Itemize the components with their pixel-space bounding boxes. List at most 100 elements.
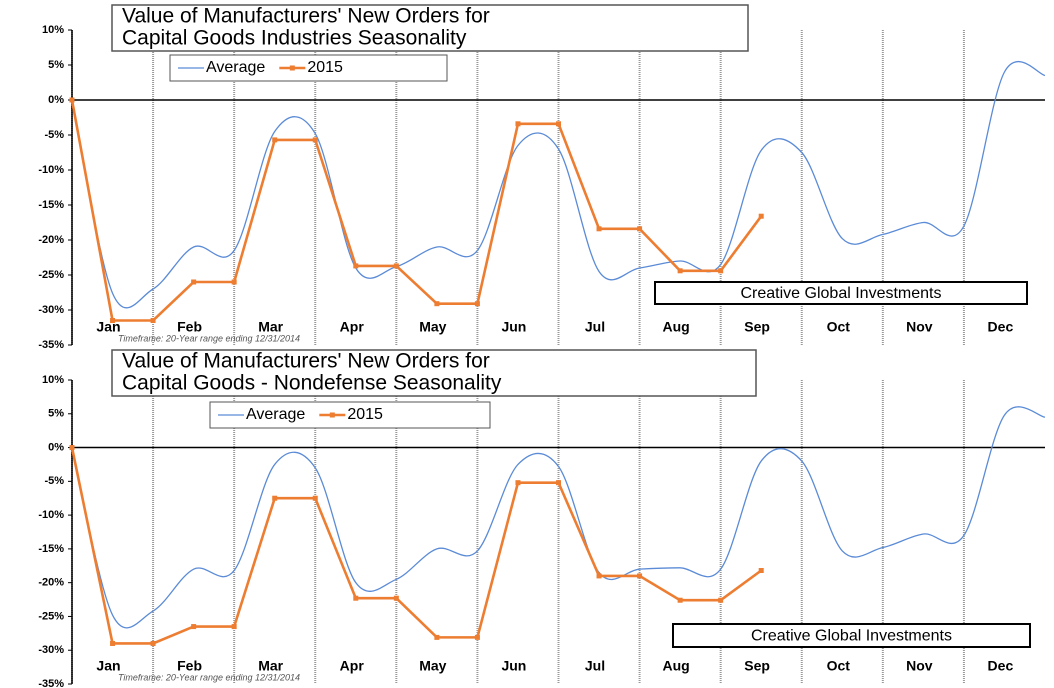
marker bbox=[312, 495, 318, 501]
x-tick-label: Aug bbox=[662, 319, 689, 335]
marker bbox=[393, 595, 399, 601]
marker bbox=[474, 634, 480, 640]
marker bbox=[191, 279, 197, 285]
marker bbox=[272, 137, 278, 143]
x-tick-label: Apr bbox=[340, 658, 365, 674]
marker bbox=[474, 301, 480, 307]
marker bbox=[231, 624, 237, 630]
y-tick-label: 5% bbox=[48, 408, 64, 420]
marker bbox=[110, 318, 116, 323]
marker bbox=[69, 97, 75, 103]
legend-label: 2015 bbox=[307, 59, 343, 76]
x-tick-label: Dec bbox=[988, 319, 1014, 335]
marker bbox=[596, 226, 602, 232]
legend-marker bbox=[289, 65, 295, 71]
marker bbox=[515, 480, 521, 486]
marker bbox=[69, 445, 75, 451]
marker bbox=[758, 213, 764, 219]
series-line bbox=[71, 406, 1046, 629]
series-line bbox=[71, 60, 1046, 309]
annotation: Creative Global Investments bbox=[751, 628, 952, 645]
marker bbox=[556, 121, 561, 127]
y-tick-label: -20% bbox=[38, 577, 64, 589]
series-line bbox=[70, 447, 762, 645]
y-tick-label: -25% bbox=[38, 610, 64, 622]
marker bbox=[272, 495, 278, 501]
x-tick-label: Jul bbox=[585, 658, 605, 674]
marker bbox=[718, 597, 724, 603]
x-tick-label: Feb bbox=[177, 319, 202, 335]
x-tick-label: Mar bbox=[258, 658, 283, 674]
annotation-box bbox=[672, 623, 1031, 648]
y-tick-label: 0% bbox=[48, 94, 64, 106]
y-tick-label: -35% bbox=[38, 678, 64, 688]
annotation: Creative Global Investments bbox=[741, 285, 942, 302]
x-tick-label: Apr bbox=[340, 319, 365, 335]
marker bbox=[434, 634, 440, 640]
y-tick-label: 5% bbox=[48, 59, 64, 71]
marker bbox=[110, 640, 116, 646]
marker bbox=[677, 597, 683, 603]
y-tick-label: -5% bbox=[44, 129, 64, 141]
chart-title: Capital Goods - Nondefense Seasonality bbox=[122, 372, 502, 395]
marker bbox=[515, 121, 521, 127]
marker bbox=[718, 268, 724, 274]
y-tick-label: 10% bbox=[42, 374, 64, 386]
legend-label: Average bbox=[206, 59, 265, 76]
y-tick-label: -35% bbox=[38, 339, 64, 351]
x-tick-label: Jun bbox=[501, 319, 526, 335]
y-tick-label: -25% bbox=[38, 269, 64, 281]
title-box bbox=[111, 4, 749, 52]
y-tick-label: -10% bbox=[38, 164, 64, 176]
marker bbox=[150, 640, 156, 646]
marker bbox=[596, 573, 602, 579]
marker bbox=[353, 263, 359, 269]
subtitle: Timeframe: 20-Year range ending 12/31/20… bbox=[118, 333, 300, 343]
title-box bbox=[111, 349, 757, 397]
marker bbox=[150, 318, 156, 323]
x-tick-label: Oct bbox=[827, 658, 851, 674]
x-tick-label: Aug bbox=[662, 658, 689, 674]
marker bbox=[393, 263, 399, 269]
x-tick-label: May bbox=[419, 319, 446, 335]
x-tick-label: Jan bbox=[96, 658, 120, 674]
y-tick-label: -30% bbox=[38, 644, 64, 656]
legend-label: 2015 bbox=[347, 406, 383, 423]
marker bbox=[637, 573, 643, 579]
x-tick-label: Jun bbox=[501, 658, 526, 674]
chart-title: Value of Manufacturers' New Orders for bbox=[122, 5, 490, 28]
series-line bbox=[70, 99, 763, 322]
marker bbox=[353, 595, 359, 601]
legend-box bbox=[209, 401, 491, 429]
x-tick-label: Sep bbox=[744, 319, 770, 335]
chart-title: Capital Goods Industries Seasonality bbox=[122, 27, 467, 50]
marker bbox=[677, 268, 683, 274]
y-tick-label: -30% bbox=[38, 304, 64, 316]
x-tick-label: Mar bbox=[258, 319, 283, 335]
marker bbox=[312, 137, 318, 143]
marker bbox=[434, 301, 440, 307]
x-tick-label: Sep bbox=[744, 658, 770, 674]
marker bbox=[556, 480, 561, 486]
chart-title: Value of Manufacturers' New Orders for bbox=[122, 350, 490, 373]
x-tick-label: May bbox=[419, 658, 446, 674]
marker bbox=[231, 279, 237, 285]
annotation-box bbox=[654, 281, 1028, 305]
y-tick-label: -10% bbox=[38, 509, 64, 521]
marker bbox=[191, 624, 197, 630]
y-tick-label: 10% bbox=[42, 24, 64, 36]
legend-label: Average bbox=[246, 406, 305, 423]
x-tick-label: Oct bbox=[827, 319, 851, 335]
x-tick-label: Jul bbox=[585, 319, 605, 335]
legend-box bbox=[169, 54, 448, 82]
marker bbox=[637, 226, 643, 232]
y-tick-label: 0% bbox=[48, 441, 64, 453]
subtitle: Timeframe: 20-Year range ending 12/31/20… bbox=[118, 672, 300, 682]
x-tick-label: Feb bbox=[177, 658, 202, 674]
marker bbox=[758, 568, 764, 574]
y-tick-label: -5% bbox=[44, 475, 64, 487]
y-tick-label: -15% bbox=[38, 543, 64, 555]
legend-marker bbox=[329, 412, 335, 418]
x-tick-label: Dec bbox=[988, 658, 1014, 674]
